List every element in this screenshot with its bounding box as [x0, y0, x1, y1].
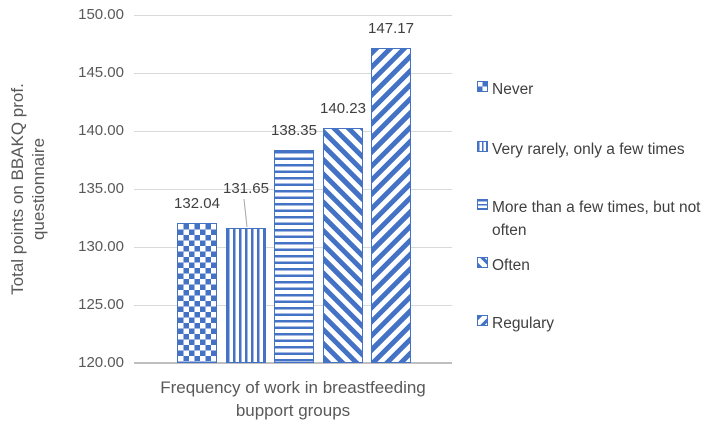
x-axis-line [134, 362, 452, 364]
data-label: 131.65 [223, 179, 269, 197]
y-axis-tick-label: 140.00 [78, 122, 124, 139]
data-label: 147.17 [368, 19, 414, 37]
legend-label: Very rarely, only a few times [492, 141, 685, 158]
y-axis-tick-label: 150.00 [78, 6, 124, 23]
gridline [134, 131, 452, 132]
y-axis-tick-label: 135.00 [78, 180, 124, 197]
data-label: 140.23 [320, 100, 366, 118]
bar-very-rarely [226, 227, 266, 363]
legend-item-very-rarely: Very rarely, only a few times [477, 138, 685, 161]
legend-label: Regulary [492, 315, 555, 332]
x-axis-title-line1: Frequency of work in breastfeeding [160, 378, 426, 397]
data-label: 138.35 [271, 122, 317, 140]
legend-label: More than a few times, but not often [492, 199, 701, 239]
bar-never [177, 223, 217, 363]
y-axis-title-line2: questionnaire [29, 137, 48, 241]
y-axis-tick-label: 145.00 [78, 64, 124, 81]
legend-item-more-than: More than a few times, but not often [477, 196, 715, 242]
y-axis-tick-label: 120.00 [78, 354, 124, 371]
checker-pattern-swatch-icon [477, 81, 488, 92]
legend-label: Often [492, 257, 530, 274]
y-axis-tick-label: 130.00 [78, 238, 124, 255]
y-axis-title: Total points on BBAKQ prof. questionnair… [7, 39, 49, 339]
bar-often [323, 128, 363, 363]
bar-regulary [371, 47, 411, 363]
y-axis-title-line1: Total points on BBAKQ prof. [8, 83, 27, 295]
gridline [134, 73, 452, 74]
diagonal-down-pattern-swatch-icon [477, 257, 488, 268]
x-axis-title: Frequency of work in breastfeeding buppo… [134, 376, 452, 422]
legend-item-often: Often [477, 254, 530, 277]
x-axis-title-line2: bupport groups [235, 401, 351, 420]
legend-label: Never [492, 81, 534, 98]
gridline [134, 15, 452, 16]
bar-more-than-few [274, 150, 314, 363]
data-label: 132.04 [174, 195, 220, 213]
vertical-lines-pattern-swatch-icon [477, 141, 488, 152]
diagonal-up-pattern-swatch-icon [477, 315, 488, 326]
horizontal-lines-pattern-swatch-icon [477, 199, 488, 210]
legend-item-never: Never [477, 78, 533, 101]
legend-item-regulary: Regulary [477, 312, 554, 335]
y-axis-tick-label: 125.00 [78, 296, 124, 313]
